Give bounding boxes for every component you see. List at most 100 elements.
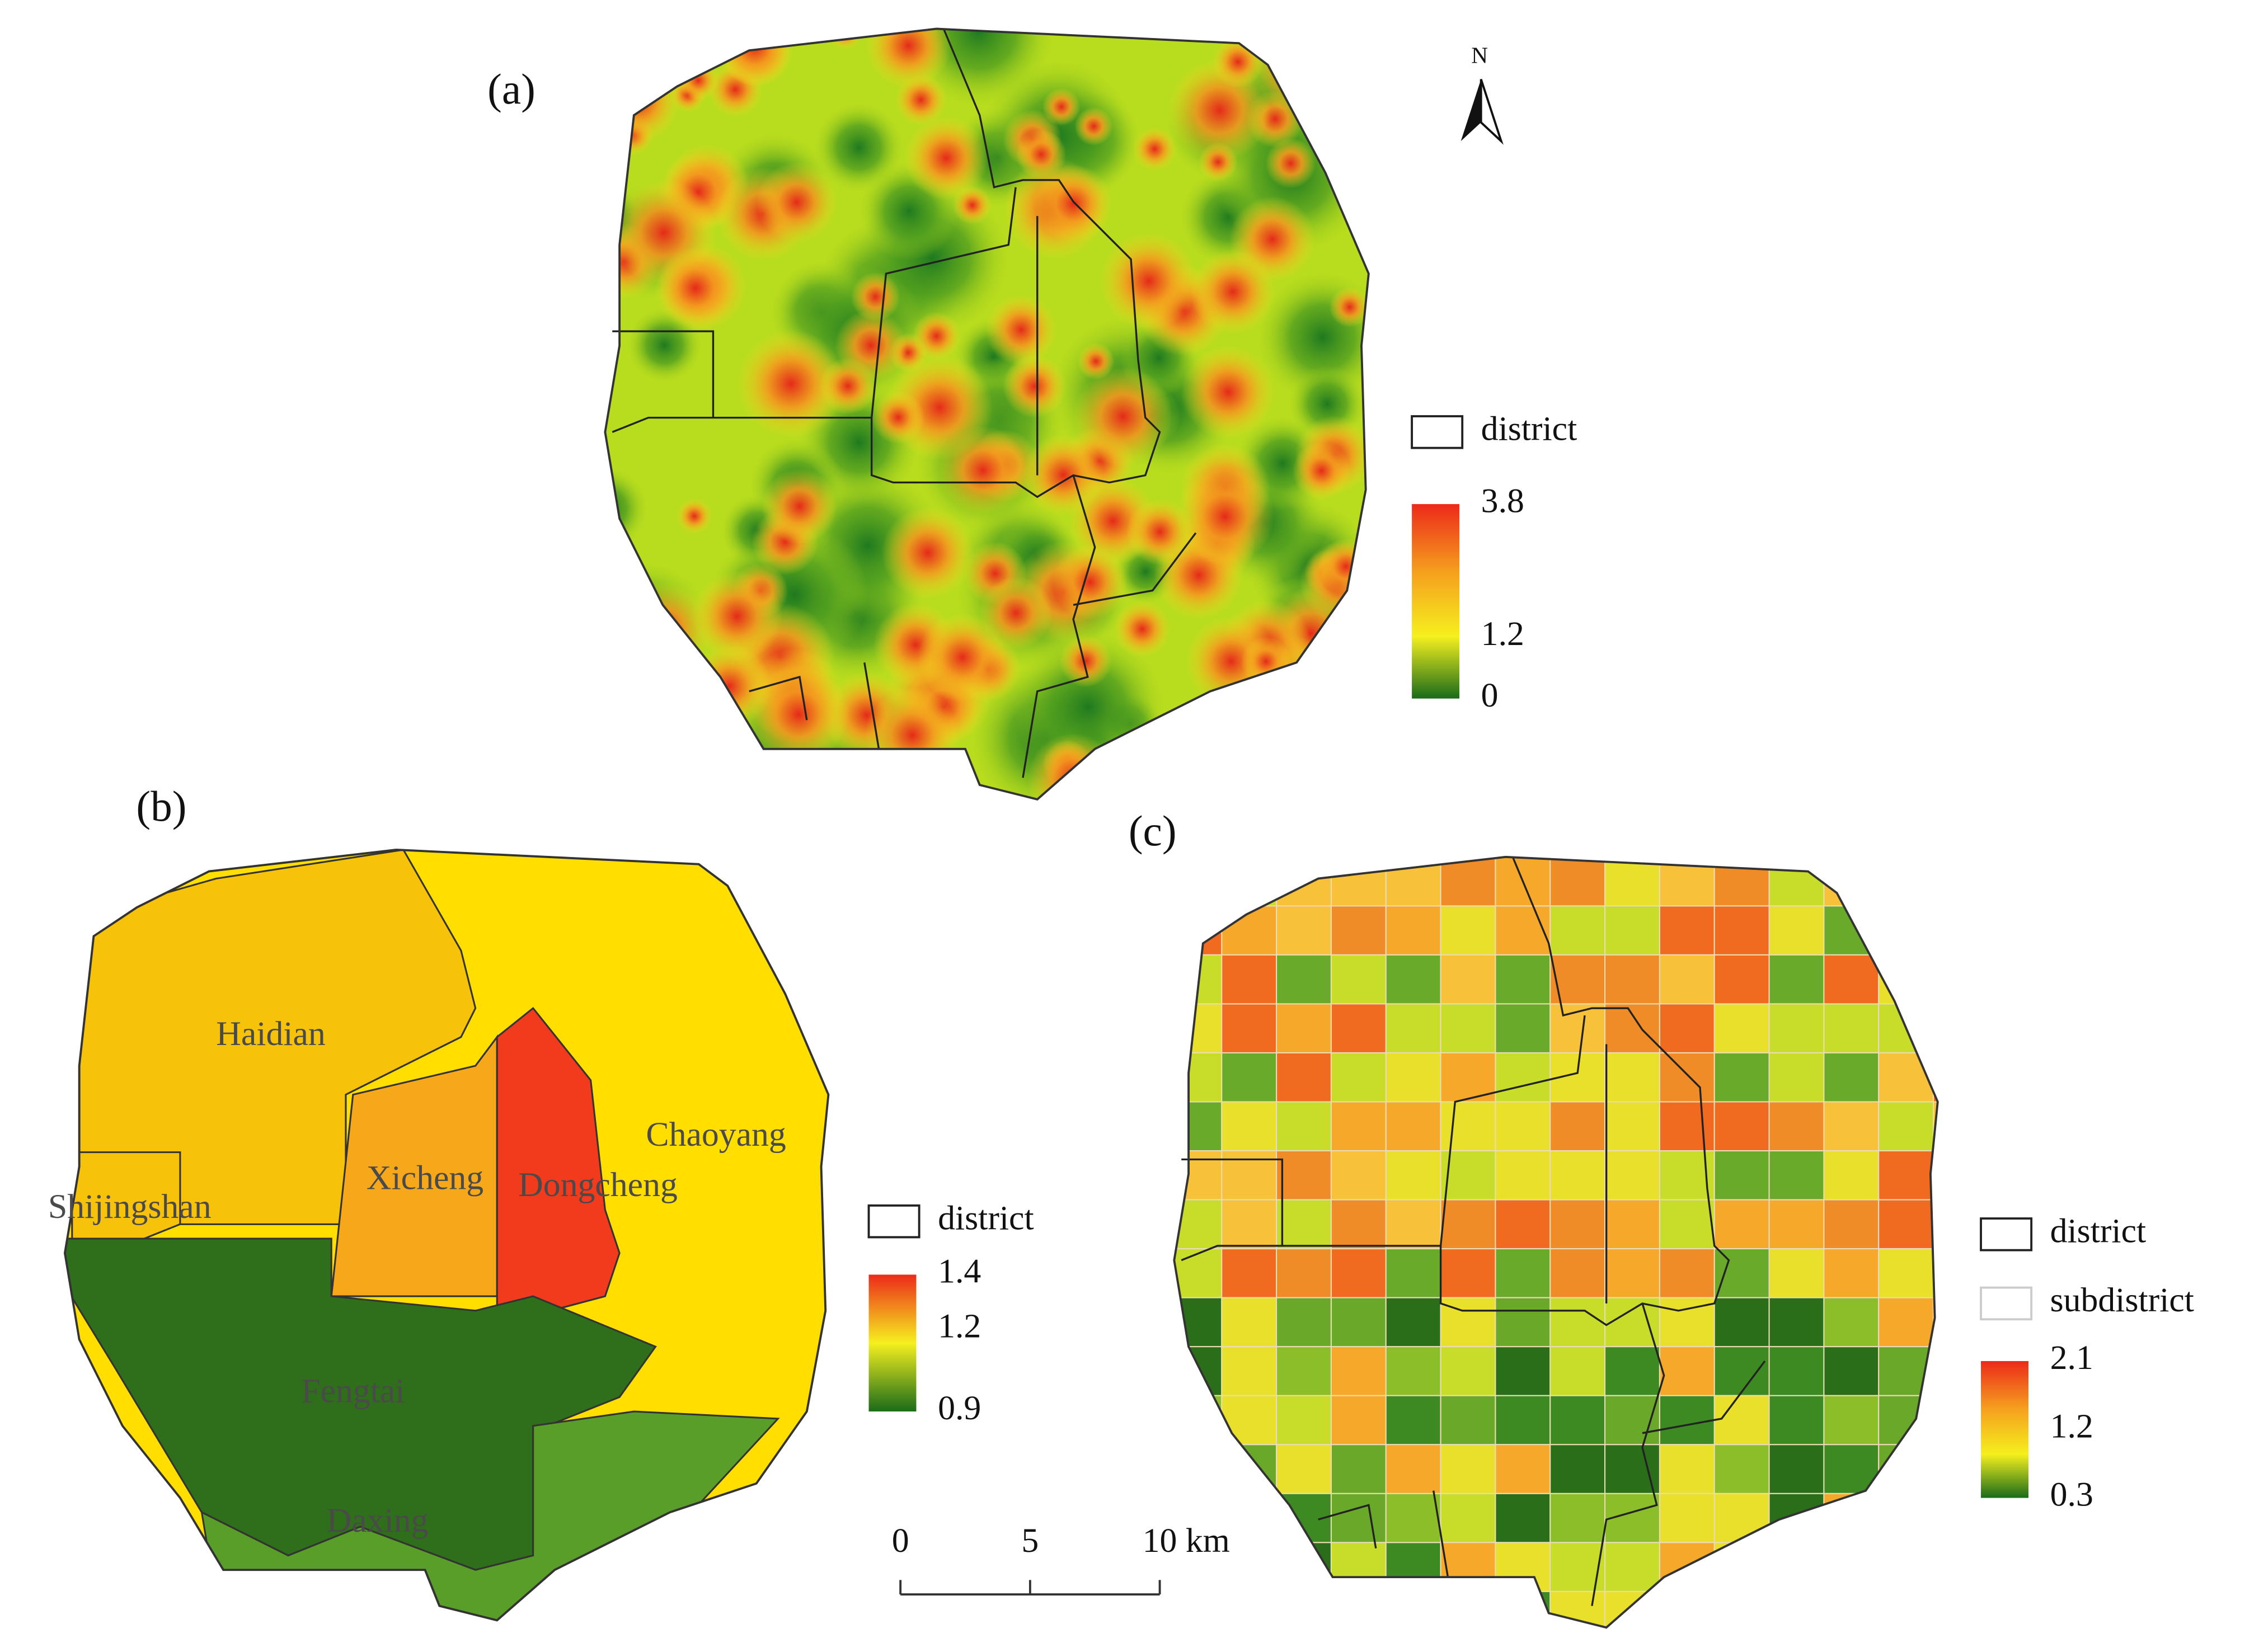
district-labels: Haidian Xicheng Dongcheng Chaoyang Shijingsh… — [48, 1015, 786, 1540]
subdistrict — [1659, 1101, 1715, 1152]
subdistrict — [1174, 1297, 1223, 1348]
subdistrict — [1221, 1297, 1278, 1348]
heat-blob — [819, 357, 877, 415]
heat-blob — [871, 390, 925, 444]
subdistrict — [1713, 1346, 1770, 1396]
district-label: Xicheng — [367, 1159, 483, 1197]
subdistrict — [1330, 1297, 1387, 1348]
subdistrict — [1276, 1150, 1332, 1201]
heat-blob — [1329, 286, 1369, 328]
subdistrict — [1276, 1003, 1332, 1054]
subdistrict — [1604, 1101, 1660, 1152]
north-arrow: N — [1460, 42, 1504, 145]
subdistrict — [1495, 1248, 1551, 1298]
heat-blob — [828, 29, 863, 50]
subdistrict — [1385, 1150, 1441, 1201]
subdistrict — [1933, 856, 1938, 907]
legend-tick-label: 0.9 — [938, 1389, 981, 1427]
subdistrict — [1330, 1052, 1387, 1103]
subdistrict — [1768, 1395, 1825, 1446]
subdistrict — [1330, 1395, 1387, 1446]
subdistrict — [1330, 1590, 1387, 1628]
subdistrict — [1221, 1395, 1278, 1446]
subdistrict — [1549, 905, 1606, 956]
subdistrict — [1495, 1444, 1551, 1494]
subdistrict — [1933, 905, 1938, 956]
subdistrict — [1495, 1052, 1551, 1103]
subdistrict — [1440, 1395, 1496, 1446]
heat-blob — [985, 294, 1057, 366]
legend-swatch — [1980, 1217, 2033, 1251]
legend-tick-label: 3.8 — [1481, 482, 1524, 520]
subdistrict — [1768, 1003, 1825, 1054]
subdistrict — [1330, 1444, 1387, 1494]
subdistrict — [1174, 1150, 1223, 1201]
subdistrict — [1221, 1346, 1278, 1396]
subdistrict — [1604, 1590, 1660, 1628]
subdistrict — [1604, 1199, 1660, 1250]
panel-label: (c) — [1129, 807, 1177, 855]
heat-blob — [1286, 29, 1331, 53]
heat-blob — [1292, 441, 1351, 500]
subdistrict — [1823, 1199, 1880, 1250]
color-bar — [1412, 504, 1460, 699]
subdistrict — [1604, 1542, 1660, 1592]
subdistrict — [1385, 1346, 1441, 1396]
subdistrict — [1221, 1052, 1278, 1103]
subdistrict — [1174, 1052, 1223, 1103]
subdistrict — [1174, 1248, 1223, 1298]
subdistrict — [1276, 1395, 1332, 1446]
subdistrict — [1549, 856, 1606, 907]
legend-label: district — [2050, 1212, 2147, 1250]
subdistrict — [1276, 1248, 1332, 1298]
legend-tick-label: 1.2 — [2050, 1407, 2093, 1445]
subdistrict — [1276, 1542, 1332, 1592]
subdistrict — [1221, 1542, 1278, 1592]
subdistrict — [1221, 1590, 1278, 1628]
legend-swatch — [1980, 1286, 2033, 1321]
heat-blob — [851, 272, 900, 322]
subdistrict — [1659, 1493, 1715, 1543]
subdistrict — [1549, 1199, 1606, 1250]
color-bar — [868, 1274, 917, 1412]
heat-blob — [1053, 544, 1128, 620]
subdistrict — [1330, 1248, 1387, 1298]
panel-a — [604, 27, 1370, 801]
subdistrict — [1604, 1346, 1660, 1396]
subdistrict — [1174, 1101, 1223, 1152]
subdistrict — [1549, 1542, 1606, 1592]
subdistrict — [1878, 1542, 1934, 1592]
subdistrict — [1330, 905, 1387, 956]
heat-blob — [748, 664, 849, 765]
scale-label: 5 — [1021, 1522, 1039, 1560]
subdistrict — [1823, 1297, 1880, 1348]
heat-blob — [815, 103, 903, 191]
legend-tick-label: 1.2 — [1481, 615, 1524, 653]
district-label: Dongcheng — [518, 1166, 678, 1204]
heat-blob — [756, 162, 838, 243]
subdistrict — [1276, 1346, 1332, 1396]
panel-b — [63, 849, 830, 1622]
heat-blob — [605, 60, 680, 143]
subdistrict — [1878, 1493, 1934, 1543]
subdistrict — [1768, 1297, 1825, 1348]
subdistrict — [1713, 1590, 1770, 1628]
subdistrict — [1549, 1346, 1606, 1396]
heat-blob — [881, 506, 974, 599]
subdistrict — [1330, 856, 1387, 907]
heat-blob — [1034, 164, 1112, 243]
subdistrict — [1385, 954, 1441, 1005]
subdistrict — [1440, 856, 1496, 907]
subdistrict — [1495, 1346, 1551, 1396]
subdistrict — [1713, 1395, 1770, 1446]
heat-blob — [904, 116, 989, 200]
subdistrict — [1878, 905, 1934, 956]
heat-blob — [605, 629, 656, 729]
heat-blob — [605, 702, 649, 789]
legend-swatch — [1411, 415, 1464, 449]
subdistrict — [1878, 1297, 1934, 1348]
subdistrict — [1713, 1297, 1770, 1348]
subdistrict — [1768, 1199, 1825, 1250]
subdistrict — [1713, 1150, 1770, 1201]
heat-blob — [1027, 733, 1120, 799]
